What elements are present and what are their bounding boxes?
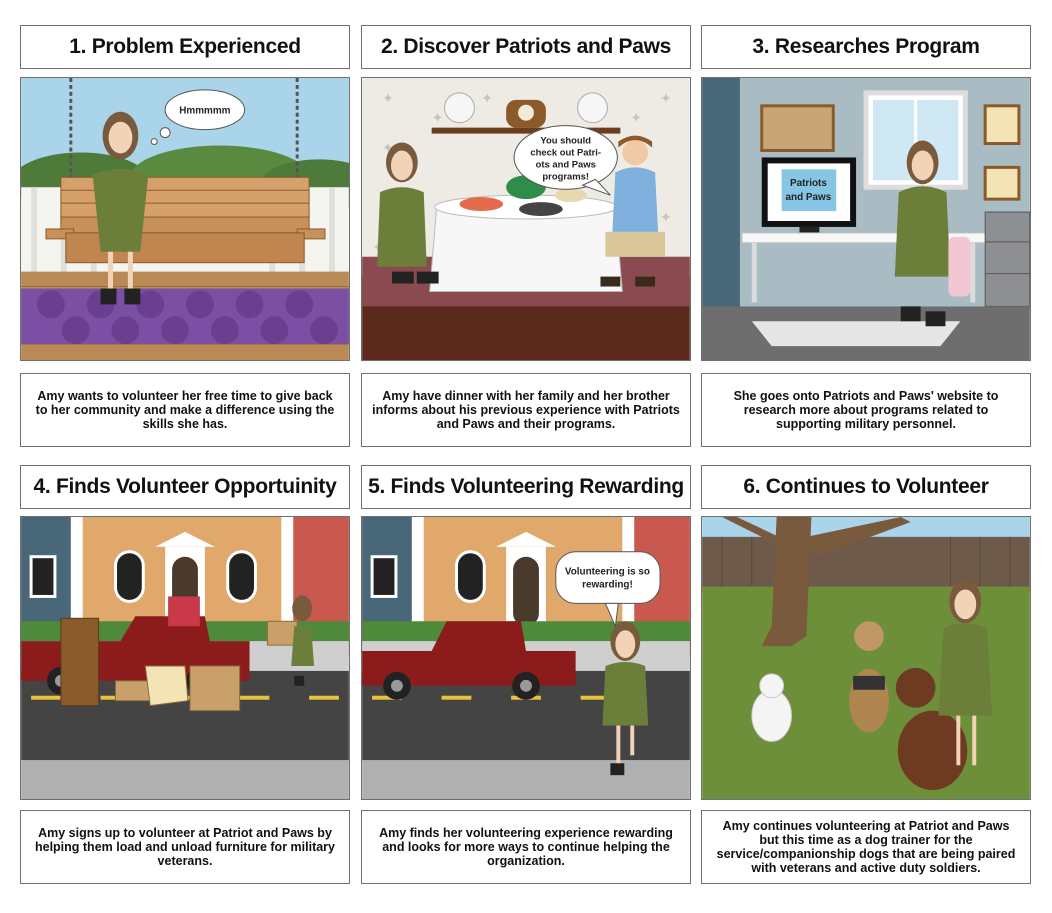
dog-training-illustration (702, 517, 1030, 799)
svg-text:✦: ✦ (432, 110, 444, 126)
svg-text:✦: ✦ (630, 110, 642, 126)
street-illustration: Volunteering is so rewarding! (362, 517, 690, 799)
svg-text:You should: You should (540, 135, 591, 146)
svg-text:✦: ✦ (481, 90, 493, 106)
svg-text:programs!: programs! (542, 170, 589, 181)
panel-3-scene: Patriots and Paws (701, 77, 1031, 361)
thought-bubble: Hmmmmm (150, 89, 246, 146)
panel-2-caption: Amy have dinner with her family and her … (361, 373, 691, 447)
panel-5-scene: Volunteering is so rewarding! (361, 516, 691, 800)
panel-6-title: 6. Continues to Volunteer (701, 465, 1031, 509)
svg-text:check out Patri-: check out Patri- (530, 146, 601, 157)
svg-text:ots and Paws: ots and Paws (536, 158, 596, 169)
panel-1-scene: Hmmmmm (20, 77, 350, 361)
panel-5-title: 5. Finds Volunteering Rewarding (361, 465, 691, 509)
svg-text:Volunteering is so: Volunteering is so (565, 567, 650, 578)
svg-text:✦: ✦ (660, 209, 672, 225)
porch-swing-illustration: Hmmmmm (21, 78, 349, 360)
svg-text:rewarding!: rewarding! (582, 580, 633, 591)
svg-text:✦: ✦ (660, 90, 672, 106)
panel-2-scene: ✦✦ ✦✦ ✦✦ ✦✦ ✦✦ ✦✦ (361, 77, 691, 361)
website-title: Patriots (790, 178, 827, 189)
moving-furniture-illustration (21, 517, 349, 799)
panel-3-title: 3. Researches Program (701, 25, 1031, 69)
panel-4-scene (20, 516, 350, 800)
speech-bubble: Volunteering is so rewarding! (555, 551, 661, 629)
office-illustration: Patriots and Paws (702, 78, 1030, 360)
panel-1-caption: Amy wants to volunteer her free time to … (20, 373, 350, 447)
panel-3-caption: She goes onto Patriots and Paws' website… (701, 373, 1031, 447)
panel-5-caption: Amy finds her volunteering experience re… (361, 810, 691, 884)
panel-1-title: 1. Problem Experienced (20, 25, 350, 69)
speech-bubble: You should check out Patri- ots and Paws… (513, 125, 618, 196)
panel-6-scene (701, 516, 1031, 800)
dinner-table-illustration: ✦✦ ✦✦ ✦✦ ✦✦ ✦✦ ✦✦ (362, 78, 690, 360)
panel-4-caption: Amy signs up to volunteer at Patriot and… (20, 810, 350, 884)
svg-text:✦: ✦ (382, 90, 394, 106)
svg-text:and Paws: and Paws (786, 192, 832, 203)
panel-4-title: 4. Finds Volunteer Opportuinity (20, 465, 350, 509)
bubble-text: Hmmmmm (179, 106, 230, 117)
panel-2-title: 2. Discover Patriots and Paws (361, 25, 691, 69)
panel-6-caption: Amy continues volunteering at Patriot an… (701, 810, 1031, 884)
